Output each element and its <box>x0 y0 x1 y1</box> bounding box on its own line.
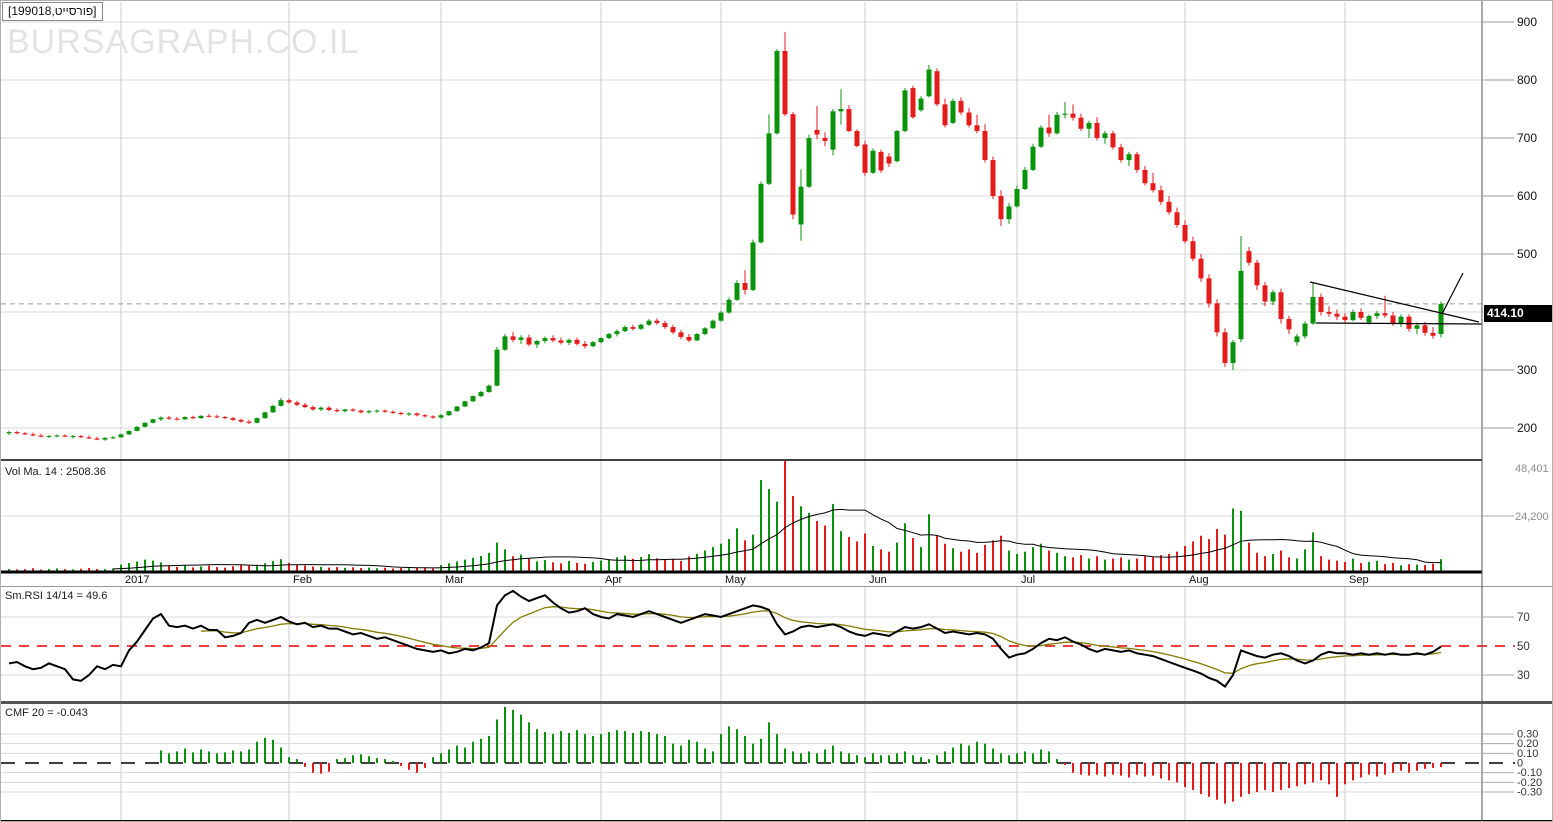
candles-layer <box>6 31 1444 441</box>
last-price-tag: 414.10 <box>1484 305 1552 322</box>
watermark: BURSAGRAPH.CO.IL <box>7 23 360 61</box>
cmf-axis-tick: -0.30 <box>1517 787 1542 799</box>
cmf-axis-tick-zero: 0 <box>1517 758 1523 770</box>
price-axis-tick: 900 <box>1517 15 1537 29</box>
price-axis-tick: 200 <box>1517 421 1537 435</box>
grid-layer <box>1 2 1482 821</box>
rsi-axis-tick: 50 <box>1517 641 1530 653</box>
volume-ma-label: Vol Ma. 14 : 2508.36 <box>5 466 106 478</box>
ticker-label: [199018,פורסייט] <box>2 2 103 21</box>
volume-ma-line <box>112 508 1441 570</box>
cmf-label: CMF 20 = -0.043 <box>5 707 88 719</box>
cmf-axis-tick: 0.20 <box>1517 738 1538 750</box>
x-axis-label: Sep <box>1349 574 1369 586</box>
x-axis-label: Aug <box>1189 574 1209 586</box>
x-axis-label: May <box>725 574 746 586</box>
x-axis-label: 2017 <box>125 574 149 586</box>
x-axis-labels: 2017 Feb Mar Apr May Jun Jul Aug Sep <box>125 574 1369 586</box>
price-axis-tick: 800 <box>1517 73 1537 87</box>
x-axis-label: Mar <box>445 574 464 586</box>
rsi-layer <box>8 589 1442 689</box>
rsi-label: Sm.RSI 14/14 = 49.6 <box>5 590 108 602</box>
price-axis-tick: 500 <box>1517 247 1537 261</box>
cmf-axis-tick: -0.20 <box>1517 777 1542 789</box>
reference-lines <box>1 303 1515 764</box>
axis-labels-layer: 90080070060050030020048,40124,2007050300… <box>1483 15 1549 799</box>
triangle-lower[interactable] <box>1315 322 1483 325</box>
x-axis-label: Jun <box>869 574 887 586</box>
rsi-axis-tick: 70 <box>1517 612 1530 624</box>
price-axis-tick: 700 <box>1517 131 1537 145</box>
rsi-axis-tick: 30 <box>1517 670 1530 682</box>
price-axis-tick: 600 <box>1517 189 1537 203</box>
trendlines-layer[interactable] <box>1309 272 1483 325</box>
x-axis-label: Feb <box>293 574 312 586</box>
cmf-axis-tick: 0.30 <box>1517 728 1538 740</box>
cmf-axis-tick: 0.10 <box>1517 748 1538 760</box>
triangle-upper[interactable] <box>1309 281 1480 323</box>
x-axis-label: Jul <box>1021 574 1035 586</box>
price-axis-tick: 300 <box>1517 363 1537 377</box>
cmf-bars-layer <box>160 706 1442 804</box>
volume-axis-tick: 48,401 <box>1515 463 1549 475</box>
volume-axis-tick: 24,200 <box>1515 511 1549 523</box>
x-axis-label: Apr <box>605 574 622 586</box>
cmf-axis-tick: -0.10 <box>1517 767 1542 779</box>
breakout-line[interactable] <box>1441 272 1464 315</box>
